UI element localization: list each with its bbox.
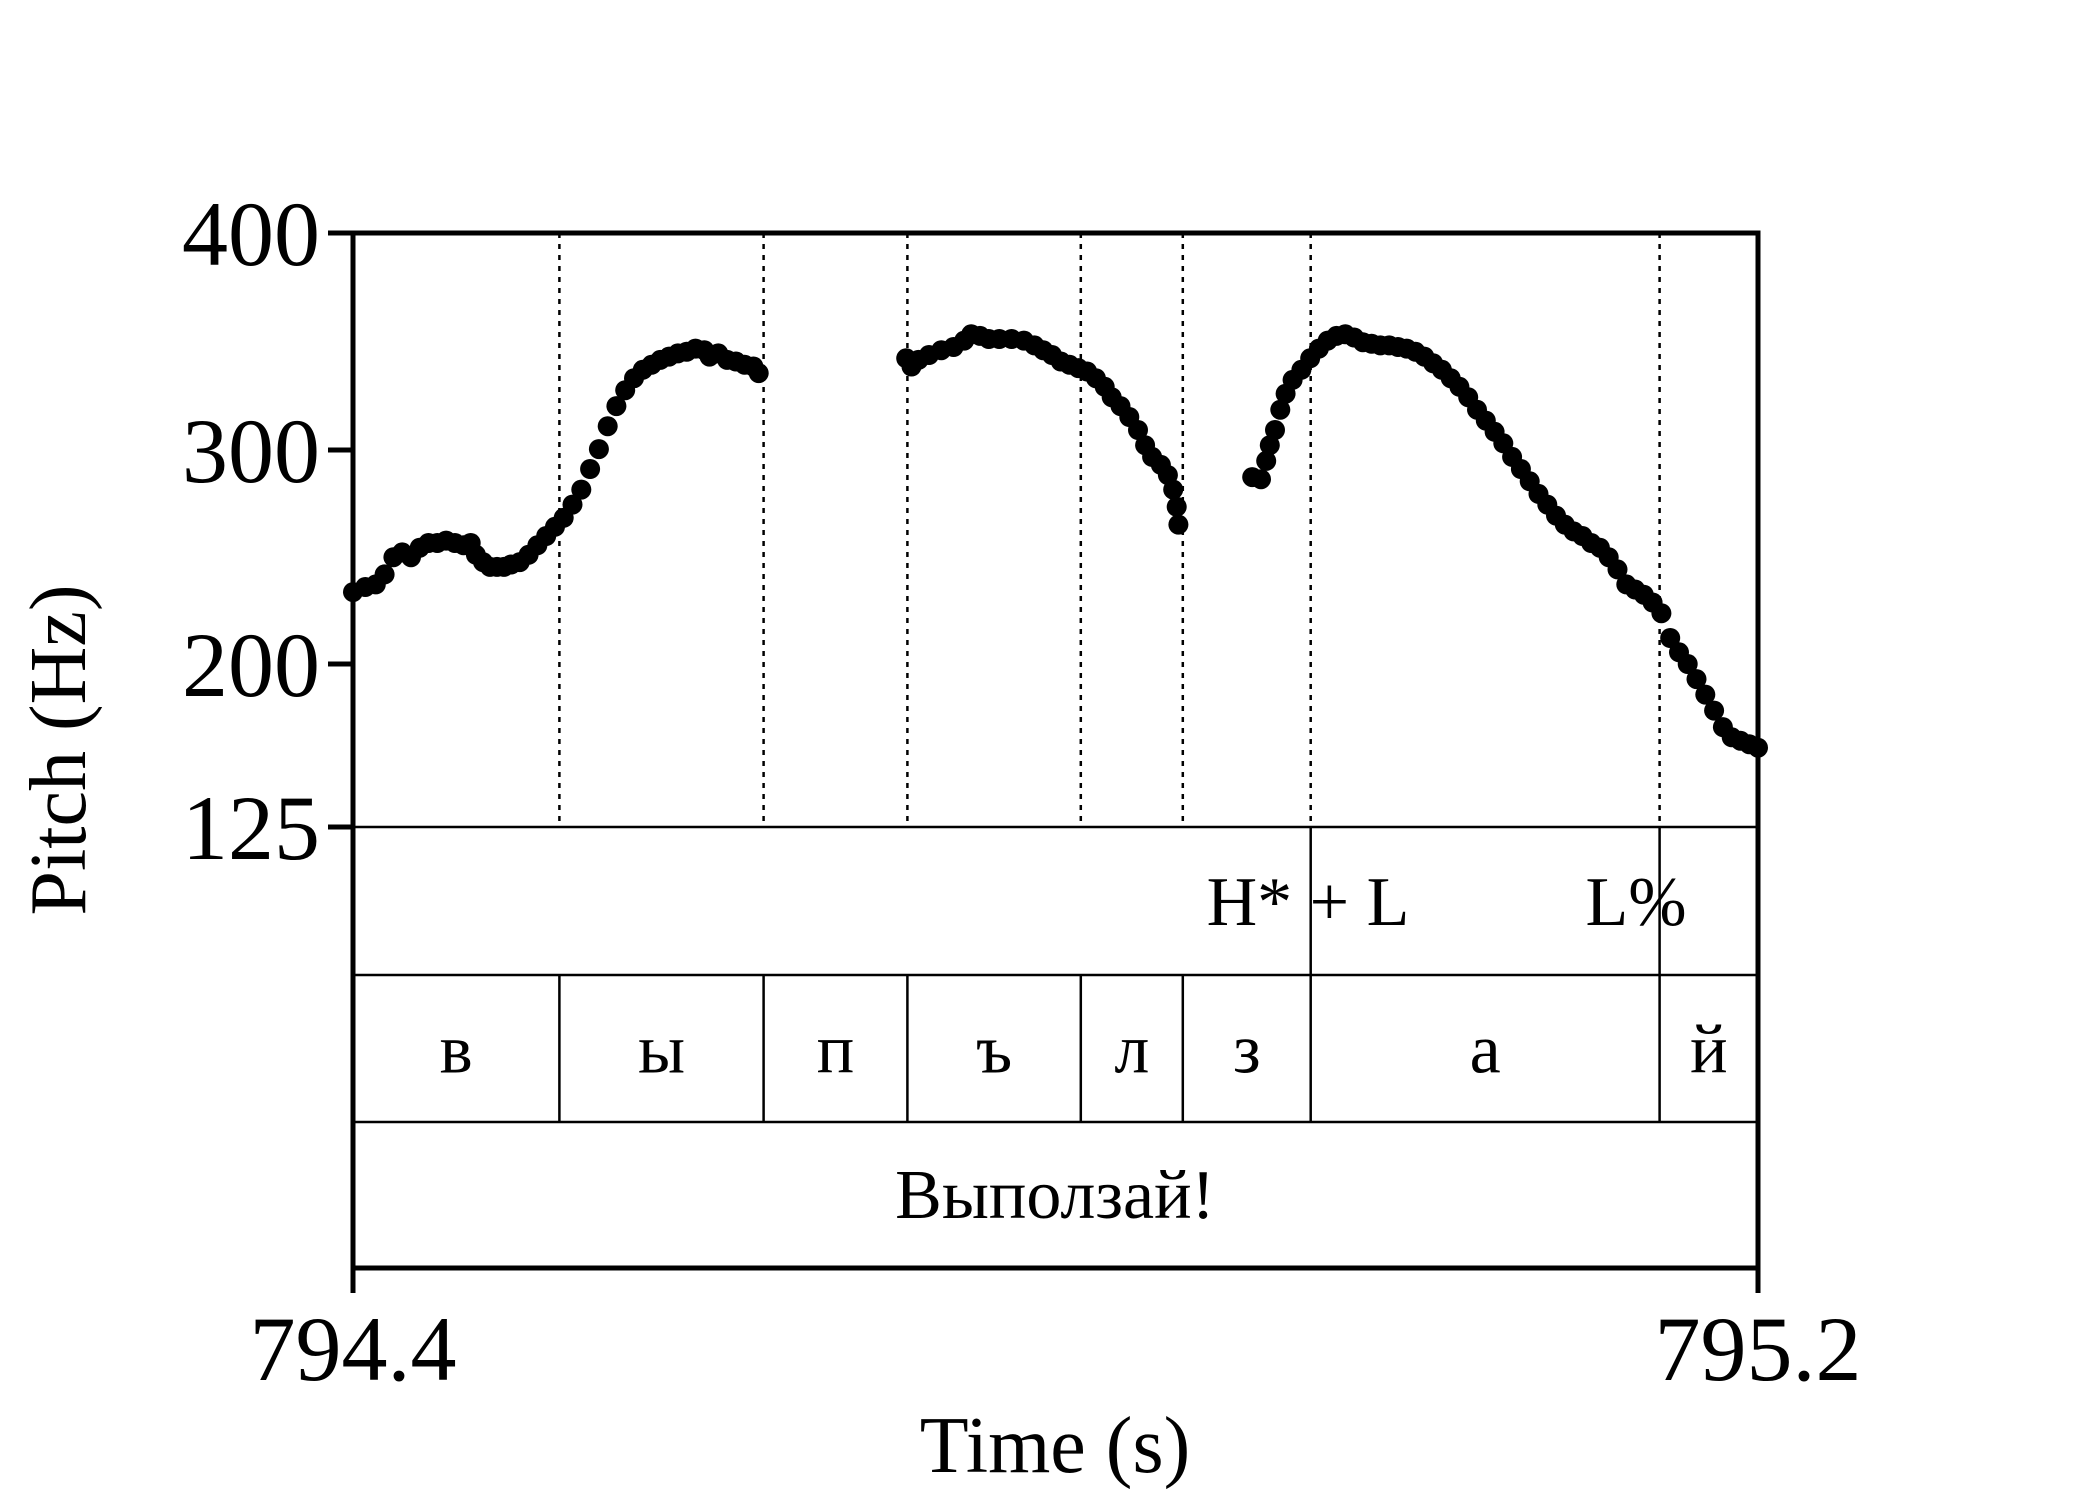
- pitch-dots: [343, 324, 1768, 758]
- pitch-point: [606, 396, 627, 417]
- pitch-point: [1265, 420, 1285, 440]
- tone-label-h-star-l: H* + L: [1207, 864, 1410, 941]
- x-axis: 794.4 795.2 Time (s): [250, 1268, 1862, 1490]
- y-axis: 400 300 200 125 Pitch (Hz): [15, 183, 353, 916]
- word-label: Выползай!: [895, 1157, 1215, 1234]
- segment-label: ъ: [976, 1012, 1012, 1089]
- pitch-point: [1651, 603, 1672, 624]
- tone-tier: H* + L L%: [1207, 864, 1687, 941]
- pitch-point: [580, 459, 601, 479]
- pitch-point: [1256, 450, 1277, 471]
- pitch-point: [1163, 479, 1184, 500]
- y-tick-label-400: 400: [182, 183, 320, 285]
- x-tick-label-end: 795.2: [1655, 1298, 1862, 1400]
- x-axis-title: Time (s): [920, 1402, 1190, 1490]
- word-tier: Выползай!: [895, 1157, 1215, 1234]
- pitch-point: [1270, 399, 1291, 420]
- pitch-point: [1607, 559, 1628, 580]
- segment-label: а: [1470, 1012, 1501, 1089]
- plot-frame: [350, 230, 1761, 1271]
- tone-label-l-percent: L%: [1585, 864, 1686, 941]
- pitch-point: [1168, 514, 1189, 535]
- segment-label: п: [817, 1012, 854, 1089]
- segment-label: з: [1233, 1012, 1261, 1089]
- pitch-point: [571, 479, 592, 500]
- y-tick-label-300: 300: [182, 400, 320, 502]
- pitch-point: [748, 363, 769, 384]
- segment-boundaries: [558, 233, 1661, 1122]
- segment-label: й: [1690, 1012, 1727, 1089]
- pitch-point: [597, 416, 618, 437]
- pitch-point: [1660, 628, 1681, 648]
- pitch-point: [1695, 684, 1716, 705]
- segment-label: ы: [638, 1012, 685, 1089]
- pitch-point: [1686, 669, 1707, 690]
- x-tick-label-start: 794.4: [250, 1298, 457, 1400]
- y-axis-title: Pitch (Hz): [15, 584, 103, 915]
- pitch-point: [1704, 700, 1725, 721]
- pitch-point: [1677, 654, 1698, 674]
- pitch-point: [588, 439, 609, 460]
- segment-label: л: [1114, 1012, 1149, 1089]
- segment-label: в: [440, 1012, 473, 1089]
- pitch-point: [374, 564, 395, 585]
- pitch-point: [1251, 469, 1271, 490]
- pitch-point: [562, 494, 583, 515]
- pitch-point: [1128, 420, 1148, 440]
- y-tick-label-125: 125: [182, 777, 320, 879]
- y-tick-label-200: 200: [182, 614, 320, 716]
- pitch-point: [1259, 435, 1280, 456]
